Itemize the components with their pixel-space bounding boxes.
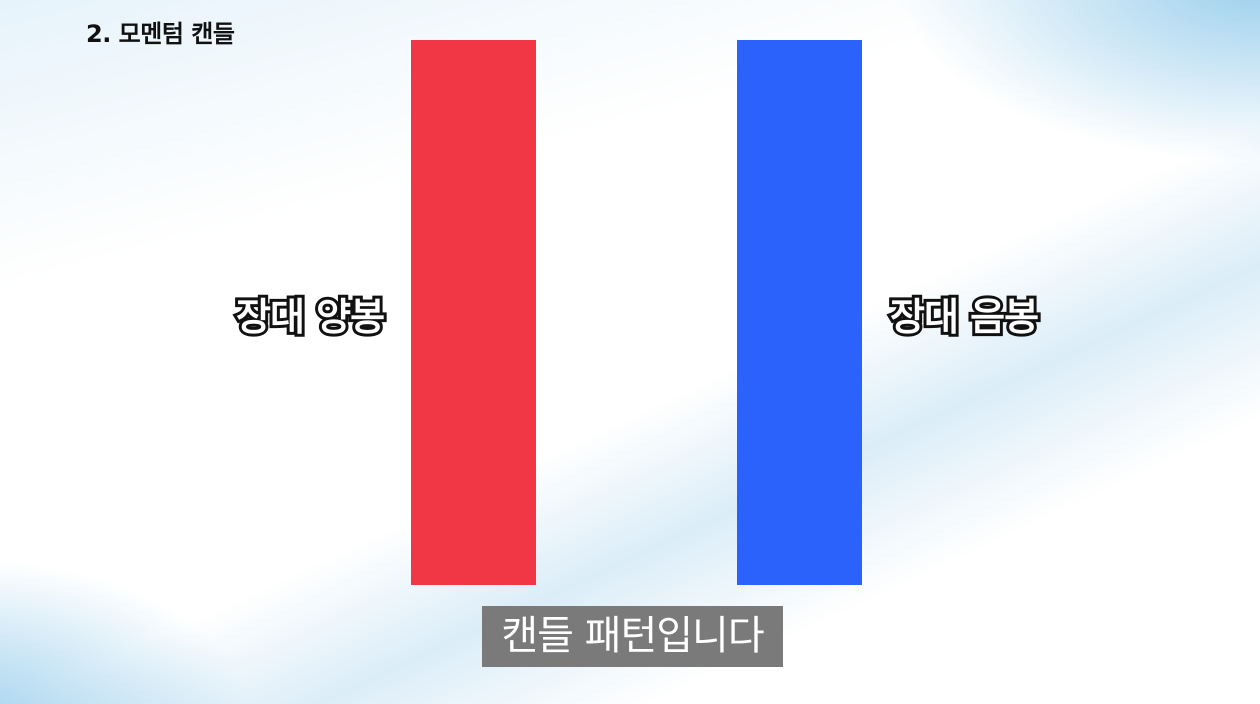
slide-title: 2. 모멘텀 캔들 — [86, 20, 235, 48]
subtitle-caption: 캔들 패턴입니다 — [482, 606, 783, 667]
bullish-candle-label: 장대 양봉 — [233, 292, 388, 342]
bearish-candle-label: 장대 음봉 — [887, 292, 1042, 342]
bullish-candle — [411, 40, 536, 585]
bearish-candle — [737, 40, 862, 585]
